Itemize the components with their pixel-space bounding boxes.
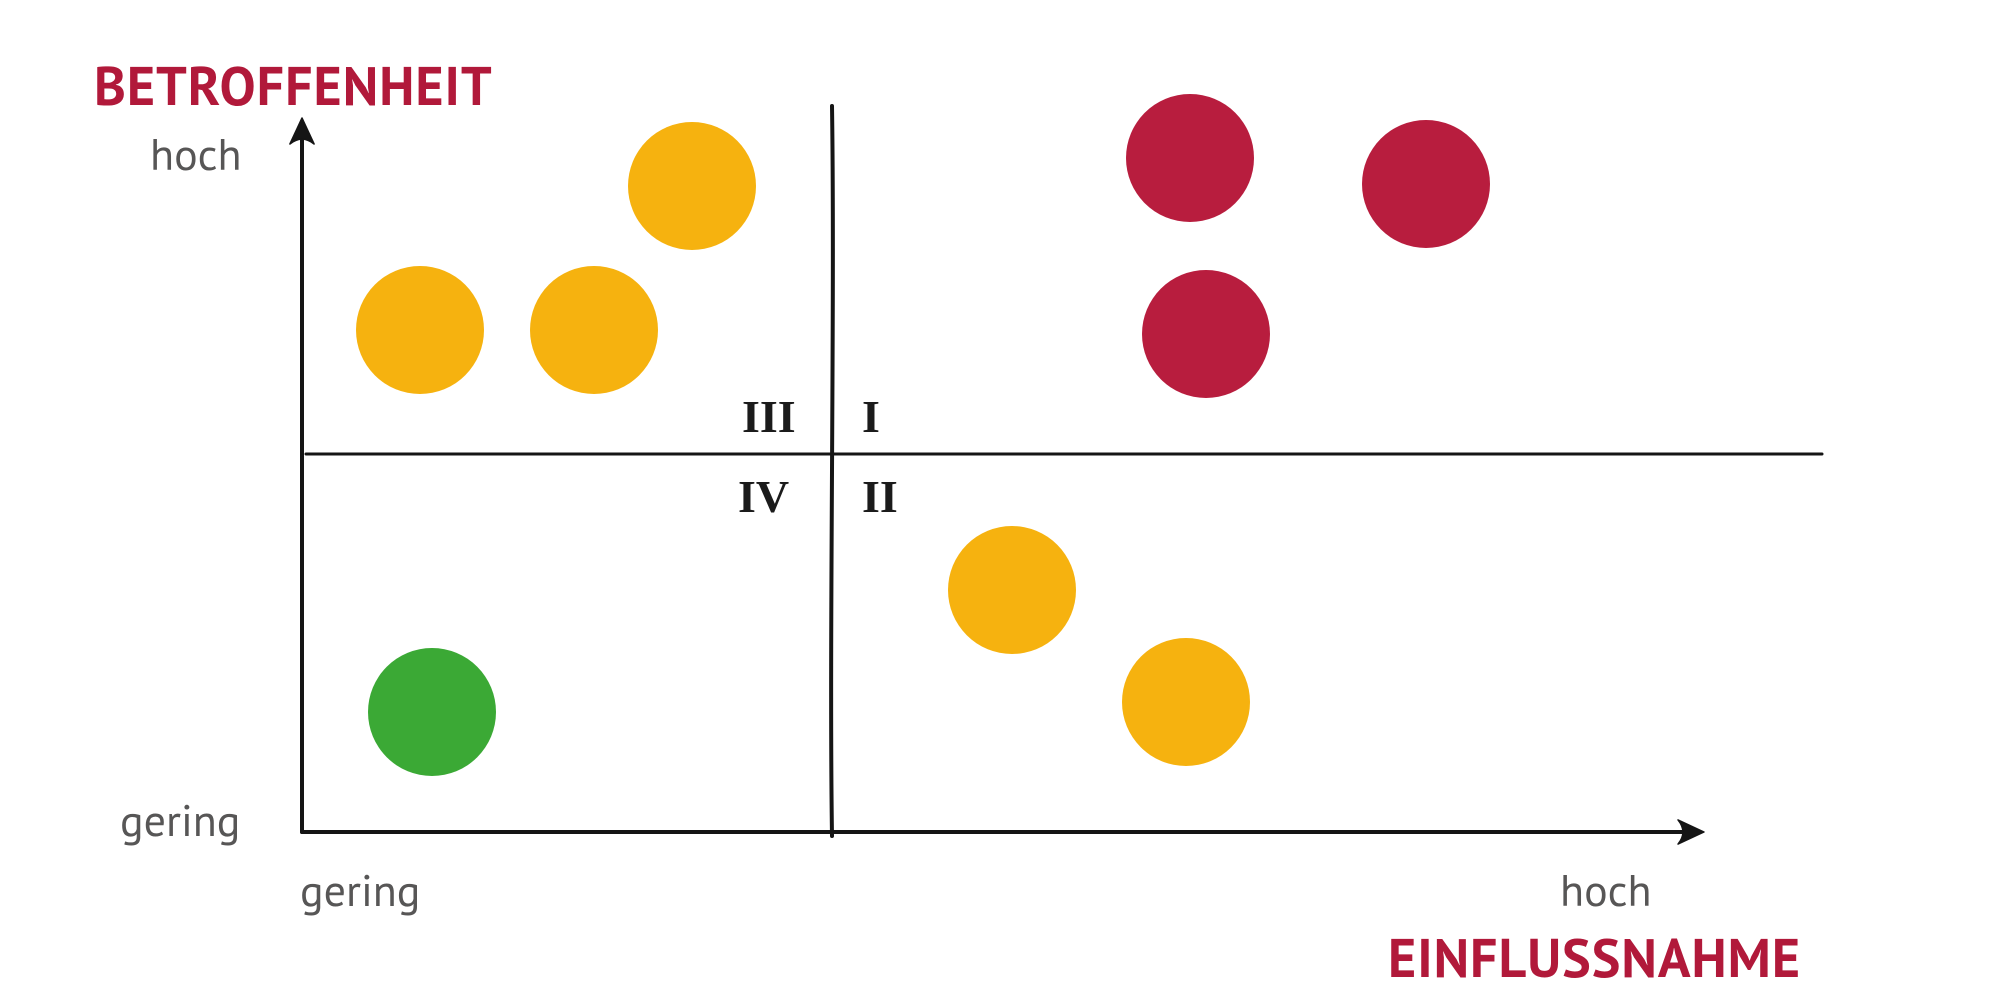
y-axis-label-high: hoch (150, 126, 242, 183)
x-axis-title: EINFLUSSNAHME (1388, 922, 1801, 992)
quadrant-label-ii: II (862, 470, 898, 523)
x-axis-label-low: gering (300, 862, 420, 919)
axes (0, 0, 2000, 1000)
dot-q4-green-1 (368, 648, 496, 776)
x-axis-label-high: hoch (1560, 862, 1652, 919)
dot-q2-orange-2 (1122, 638, 1250, 766)
quadrant-label-iii: III (742, 390, 796, 443)
y-axis-title: BETROFFENHEIT (94, 50, 493, 120)
dot-q1-red-3 (1362, 120, 1490, 248)
quadrant-label-i: I (862, 390, 880, 443)
quadrant-label-iv: IV (738, 470, 789, 523)
dot-q3-orange-1 (356, 266, 484, 394)
dot-q1-red-2 (1142, 270, 1270, 398)
dot-q3-orange-3 (628, 122, 756, 250)
dot-q1-red-1 (1126, 94, 1254, 222)
quadrant-diagram: BETROFFENHEIT EINFLUSSNAHME hoch gering … (0, 0, 2000, 1000)
dot-q3-orange-2 (530, 266, 658, 394)
dot-q2-orange-1 (948, 526, 1076, 654)
y-axis-label-low: gering (120, 792, 240, 849)
